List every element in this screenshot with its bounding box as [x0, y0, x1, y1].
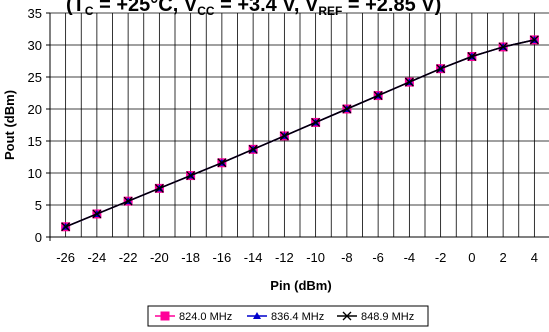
- legend-label: 848.9 MHz: [361, 311, 414, 323]
- data-point: [529, 35, 539, 45]
- x-tick-labels: -26 -24 -22 -20 -18 -16 -14 -12 -10 -8 -6 -4 -2 0 2 4: [56, 250, 538, 265]
- legend-box: [147, 305, 429, 327]
- series-line: [65, 39, 535, 228]
- data-point: [123, 196, 133, 206]
- x-tick-label: -10: [306, 250, 325, 265]
- y-tick-label: 0: [35, 230, 42, 245]
- title-sub-c: C: [85, 4, 94, 18]
- series-group: [61, 35, 539, 232]
- data-point: [404, 77, 414, 87]
- data-point: [92, 209, 102, 219]
- data-point: [373, 91, 383, 101]
- data-point: [311, 117, 321, 127]
- axes: [46, 12, 549, 241]
- x-tick-label: -6: [372, 250, 384, 265]
- title-temp: = +25°C, V: [94, 0, 198, 16]
- x-tick-label: -22: [119, 250, 138, 265]
- title-t: (T: [66, 0, 85, 16]
- y-tick-label: 15: [28, 134, 42, 149]
- y-axis-label: Pout (dBm): [2, 90, 17, 160]
- y-tick-label: 10: [28, 166, 42, 181]
- x-tick-label: -2: [435, 250, 447, 265]
- data-point: [279, 131, 289, 141]
- legend-marker: [160, 311, 170, 321]
- y-tick-labels: 0 5 10 15 20 25 30 35: [28, 6, 42, 245]
- title-vref: = +2.85 V): [342, 0, 441, 16]
- data-point: [498, 42, 508, 52]
- x-tick-label: -14: [244, 250, 263, 265]
- x-tick-label: 0: [468, 250, 475, 265]
- y-tick-label: 35: [28, 6, 42, 21]
- data-point: [436, 64, 446, 74]
- data-point: [342, 104, 352, 114]
- data-point: [217, 158, 227, 168]
- y-tick-label: 25: [28, 70, 42, 85]
- legend-label: 836.4 MHz: [271, 311, 324, 323]
- y-tick-label: 30: [28, 38, 42, 53]
- y-tick-label: 20: [28, 102, 42, 117]
- x-tick-label: 2: [500, 250, 507, 265]
- legend: 824.0 MHz 836.4 MHz 848.9 MHz: [147, 305, 429, 327]
- legend-marker: [342, 311, 352, 321]
- chart-title: (TC = +25°C, VCC = +3.4 V, VREF = +2.85 …: [66, 0, 441, 18]
- data-point: [248, 144, 258, 154]
- x-tick-label: -24: [87, 250, 106, 265]
- title-sub-ref: REF: [318, 4, 342, 18]
- legend-label: 824.0 MHz: [179, 311, 232, 323]
- data-point: [61, 222, 71, 232]
- data-point: [467, 52, 477, 61]
- x-tick-label: 4: [531, 250, 538, 265]
- legend-marker: [253, 312, 261, 319]
- x-tick-label: -16: [212, 250, 231, 265]
- x-tick-label: -8: [341, 250, 353, 265]
- x-axis-label: Pin (dBm): [270, 278, 331, 293]
- title-sub-cc: CC: [197, 4, 215, 18]
- y-tick-label: 5: [35, 198, 42, 213]
- series-2: [61, 35, 539, 232]
- x-tick-label: -20: [150, 250, 169, 265]
- data-point: [186, 171, 196, 181]
- x-tick-label: -26: [56, 250, 75, 265]
- x-tick-label: -18: [181, 250, 200, 265]
- x-tick-label: -4: [404, 250, 416, 265]
- x-tick-label: -12: [275, 250, 294, 265]
- title-vcc: = +3.4 V, V: [215, 0, 319, 16]
- data-point: [154, 183, 164, 193]
